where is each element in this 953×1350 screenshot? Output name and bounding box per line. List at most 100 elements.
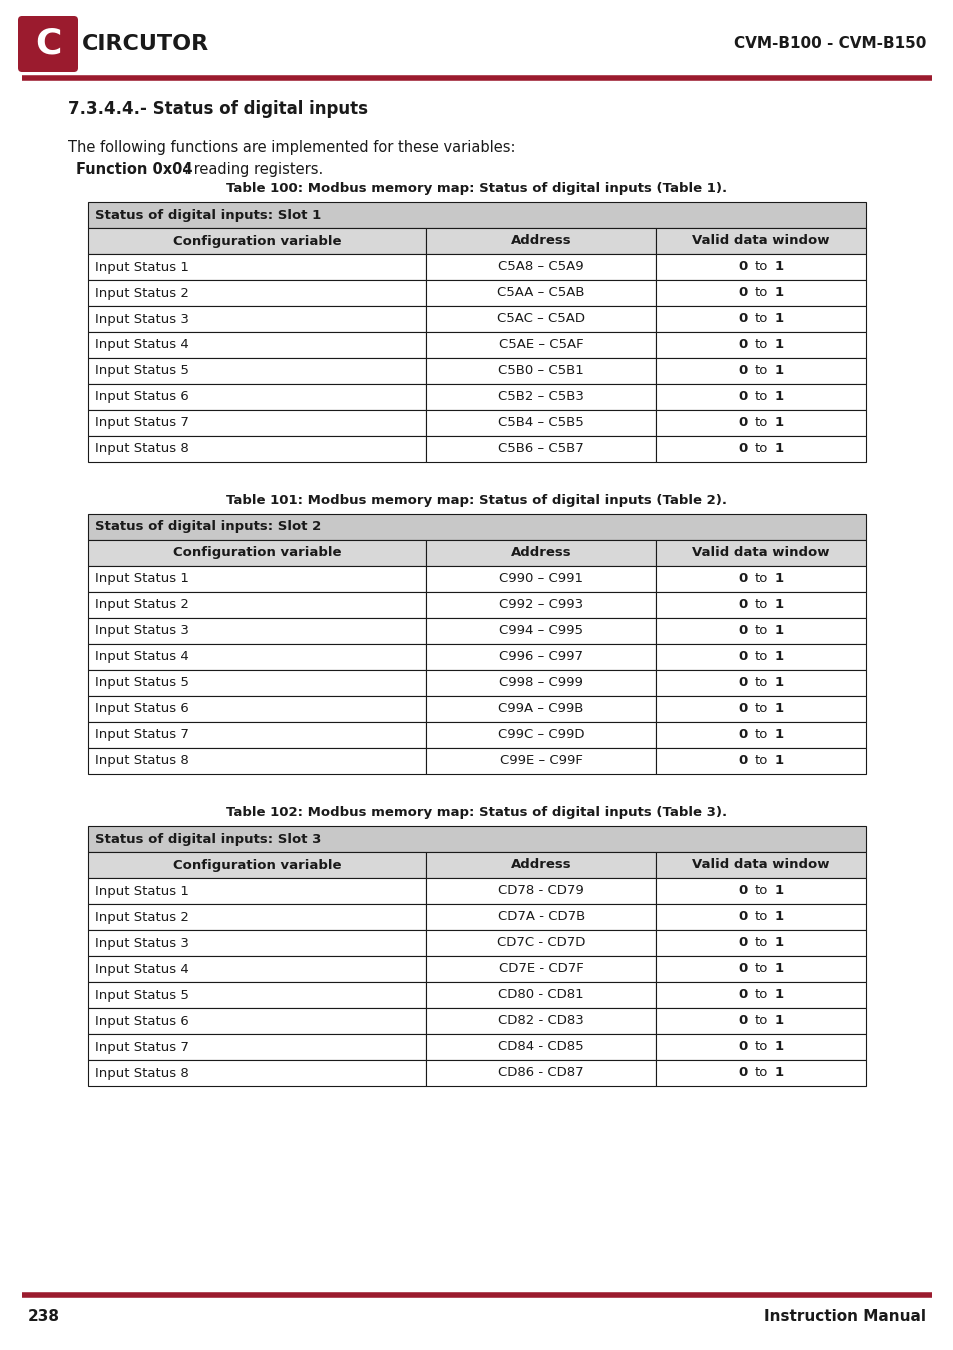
Text: to: to xyxy=(754,286,767,300)
Text: Valid data window: Valid data window xyxy=(692,859,829,872)
Text: Input Status 2: Input Status 2 xyxy=(95,910,189,923)
Bar xyxy=(426,981,656,1008)
Bar xyxy=(656,852,865,878)
Bar xyxy=(656,930,865,956)
Text: 1: 1 xyxy=(774,261,782,274)
Text: 0: 0 xyxy=(738,651,747,663)
Text: Configuration variable: Configuration variable xyxy=(172,235,341,247)
Bar xyxy=(656,748,865,774)
Text: Input Status 6: Input Status 6 xyxy=(95,702,189,716)
Bar xyxy=(426,878,656,904)
Text: 0: 0 xyxy=(738,443,747,455)
Text: 0: 0 xyxy=(738,1014,747,1027)
Text: Address: Address xyxy=(511,547,571,559)
Bar xyxy=(88,436,426,462)
Text: 1: 1 xyxy=(774,572,782,586)
Text: 0: 0 xyxy=(738,390,747,404)
Bar xyxy=(656,1008,865,1034)
Bar xyxy=(88,202,865,228)
Bar xyxy=(88,1008,426,1034)
Bar xyxy=(88,670,426,697)
Text: Input Status 2: Input Status 2 xyxy=(95,286,189,300)
Text: Status of digital inputs: Slot 3: Status of digital inputs: Slot 3 xyxy=(95,833,321,845)
Text: 1: 1 xyxy=(774,937,782,949)
Text: Input Status 5: Input Status 5 xyxy=(95,676,189,690)
Text: Input Status 4: Input Status 4 xyxy=(95,963,189,976)
Text: Input Status 7: Input Status 7 xyxy=(95,729,189,741)
Text: 0: 0 xyxy=(738,286,747,300)
Text: Input Status 1: Input Status 1 xyxy=(95,261,189,274)
Text: Address: Address xyxy=(511,235,571,247)
Text: Input Status 4: Input Status 4 xyxy=(95,339,189,351)
Text: 1: 1 xyxy=(774,729,782,741)
Text: 0: 0 xyxy=(738,364,747,378)
Text: Input Status 6: Input Status 6 xyxy=(95,1014,189,1027)
Text: to: to xyxy=(754,261,767,274)
Text: 0: 0 xyxy=(738,572,747,586)
Text: to: to xyxy=(754,729,767,741)
Text: C99A – C99B: C99A – C99B xyxy=(498,702,583,716)
Text: Table 101: Modbus memory map: Status of digital inputs (Table 2).: Table 101: Modbus memory map: Status of … xyxy=(226,494,727,508)
Bar xyxy=(426,254,656,279)
Text: CD7A - CD7B: CD7A - CD7B xyxy=(497,910,584,923)
Text: 1: 1 xyxy=(774,312,782,325)
Text: to: to xyxy=(754,572,767,586)
Text: C99E – C99F: C99E – C99F xyxy=(499,755,582,768)
Text: CD7C - CD7D: CD7C - CD7D xyxy=(497,937,585,949)
Bar xyxy=(426,956,656,981)
Bar xyxy=(656,593,865,618)
Bar xyxy=(88,514,865,540)
Text: to: to xyxy=(754,651,767,663)
Text: to: to xyxy=(754,339,767,351)
Text: 1: 1 xyxy=(774,443,782,455)
Bar xyxy=(88,279,426,306)
Text: C994 – C995: C994 – C995 xyxy=(498,625,582,637)
Bar xyxy=(656,644,865,670)
Text: 0: 0 xyxy=(738,755,747,768)
Bar xyxy=(88,593,426,618)
Bar xyxy=(426,436,656,462)
Text: Input Status 1: Input Status 1 xyxy=(95,884,189,898)
Bar xyxy=(88,306,426,332)
Bar xyxy=(656,436,865,462)
Text: Valid data window: Valid data window xyxy=(692,235,829,247)
Text: 0: 0 xyxy=(738,417,747,429)
Text: Status of digital inputs: Slot 2: Status of digital inputs: Slot 2 xyxy=(95,521,321,533)
Text: C5B2 – C5B3: C5B2 – C5B3 xyxy=(497,390,583,404)
Bar xyxy=(656,332,865,358)
Text: 0: 0 xyxy=(738,963,747,976)
Text: Input Status 7: Input Status 7 xyxy=(95,1041,189,1053)
Text: 1: 1 xyxy=(774,625,782,637)
Text: 0: 0 xyxy=(738,312,747,325)
Text: Input Status 5: Input Status 5 xyxy=(95,364,189,378)
Bar xyxy=(88,930,426,956)
Text: to: to xyxy=(754,598,767,612)
Text: Input Status 6: Input Status 6 xyxy=(95,390,189,404)
Text: to: to xyxy=(754,884,767,898)
Text: to: to xyxy=(754,443,767,455)
Text: C: C xyxy=(34,27,61,61)
Text: C99C – C99D: C99C – C99D xyxy=(497,729,584,741)
Text: to: to xyxy=(754,1041,767,1053)
Bar xyxy=(656,566,865,593)
Text: 1: 1 xyxy=(774,651,782,663)
Text: to: to xyxy=(754,963,767,976)
Text: 0: 0 xyxy=(738,339,747,351)
Text: 1: 1 xyxy=(774,417,782,429)
Text: Input Status 1: Input Status 1 xyxy=(95,572,189,586)
Bar xyxy=(88,644,426,670)
Bar xyxy=(88,904,426,930)
Text: 0: 0 xyxy=(738,884,747,898)
Text: to: to xyxy=(754,702,767,716)
Bar xyxy=(656,306,865,332)
Bar xyxy=(88,254,426,279)
Bar xyxy=(88,748,426,774)
Bar xyxy=(656,878,865,904)
Bar xyxy=(426,722,656,748)
Bar xyxy=(426,566,656,593)
Bar xyxy=(88,981,426,1008)
Text: C5AE – C5AF: C5AE – C5AF xyxy=(498,339,583,351)
Text: CVM-B100 - CVM-B150: CVM-B100 - CVM-B150 xyxy=(733,36,925,51)
Text: Address: Address xyxy=(511,859,571,872)
Text: 1: 1 xyxy=(774,1014,782,1027)
